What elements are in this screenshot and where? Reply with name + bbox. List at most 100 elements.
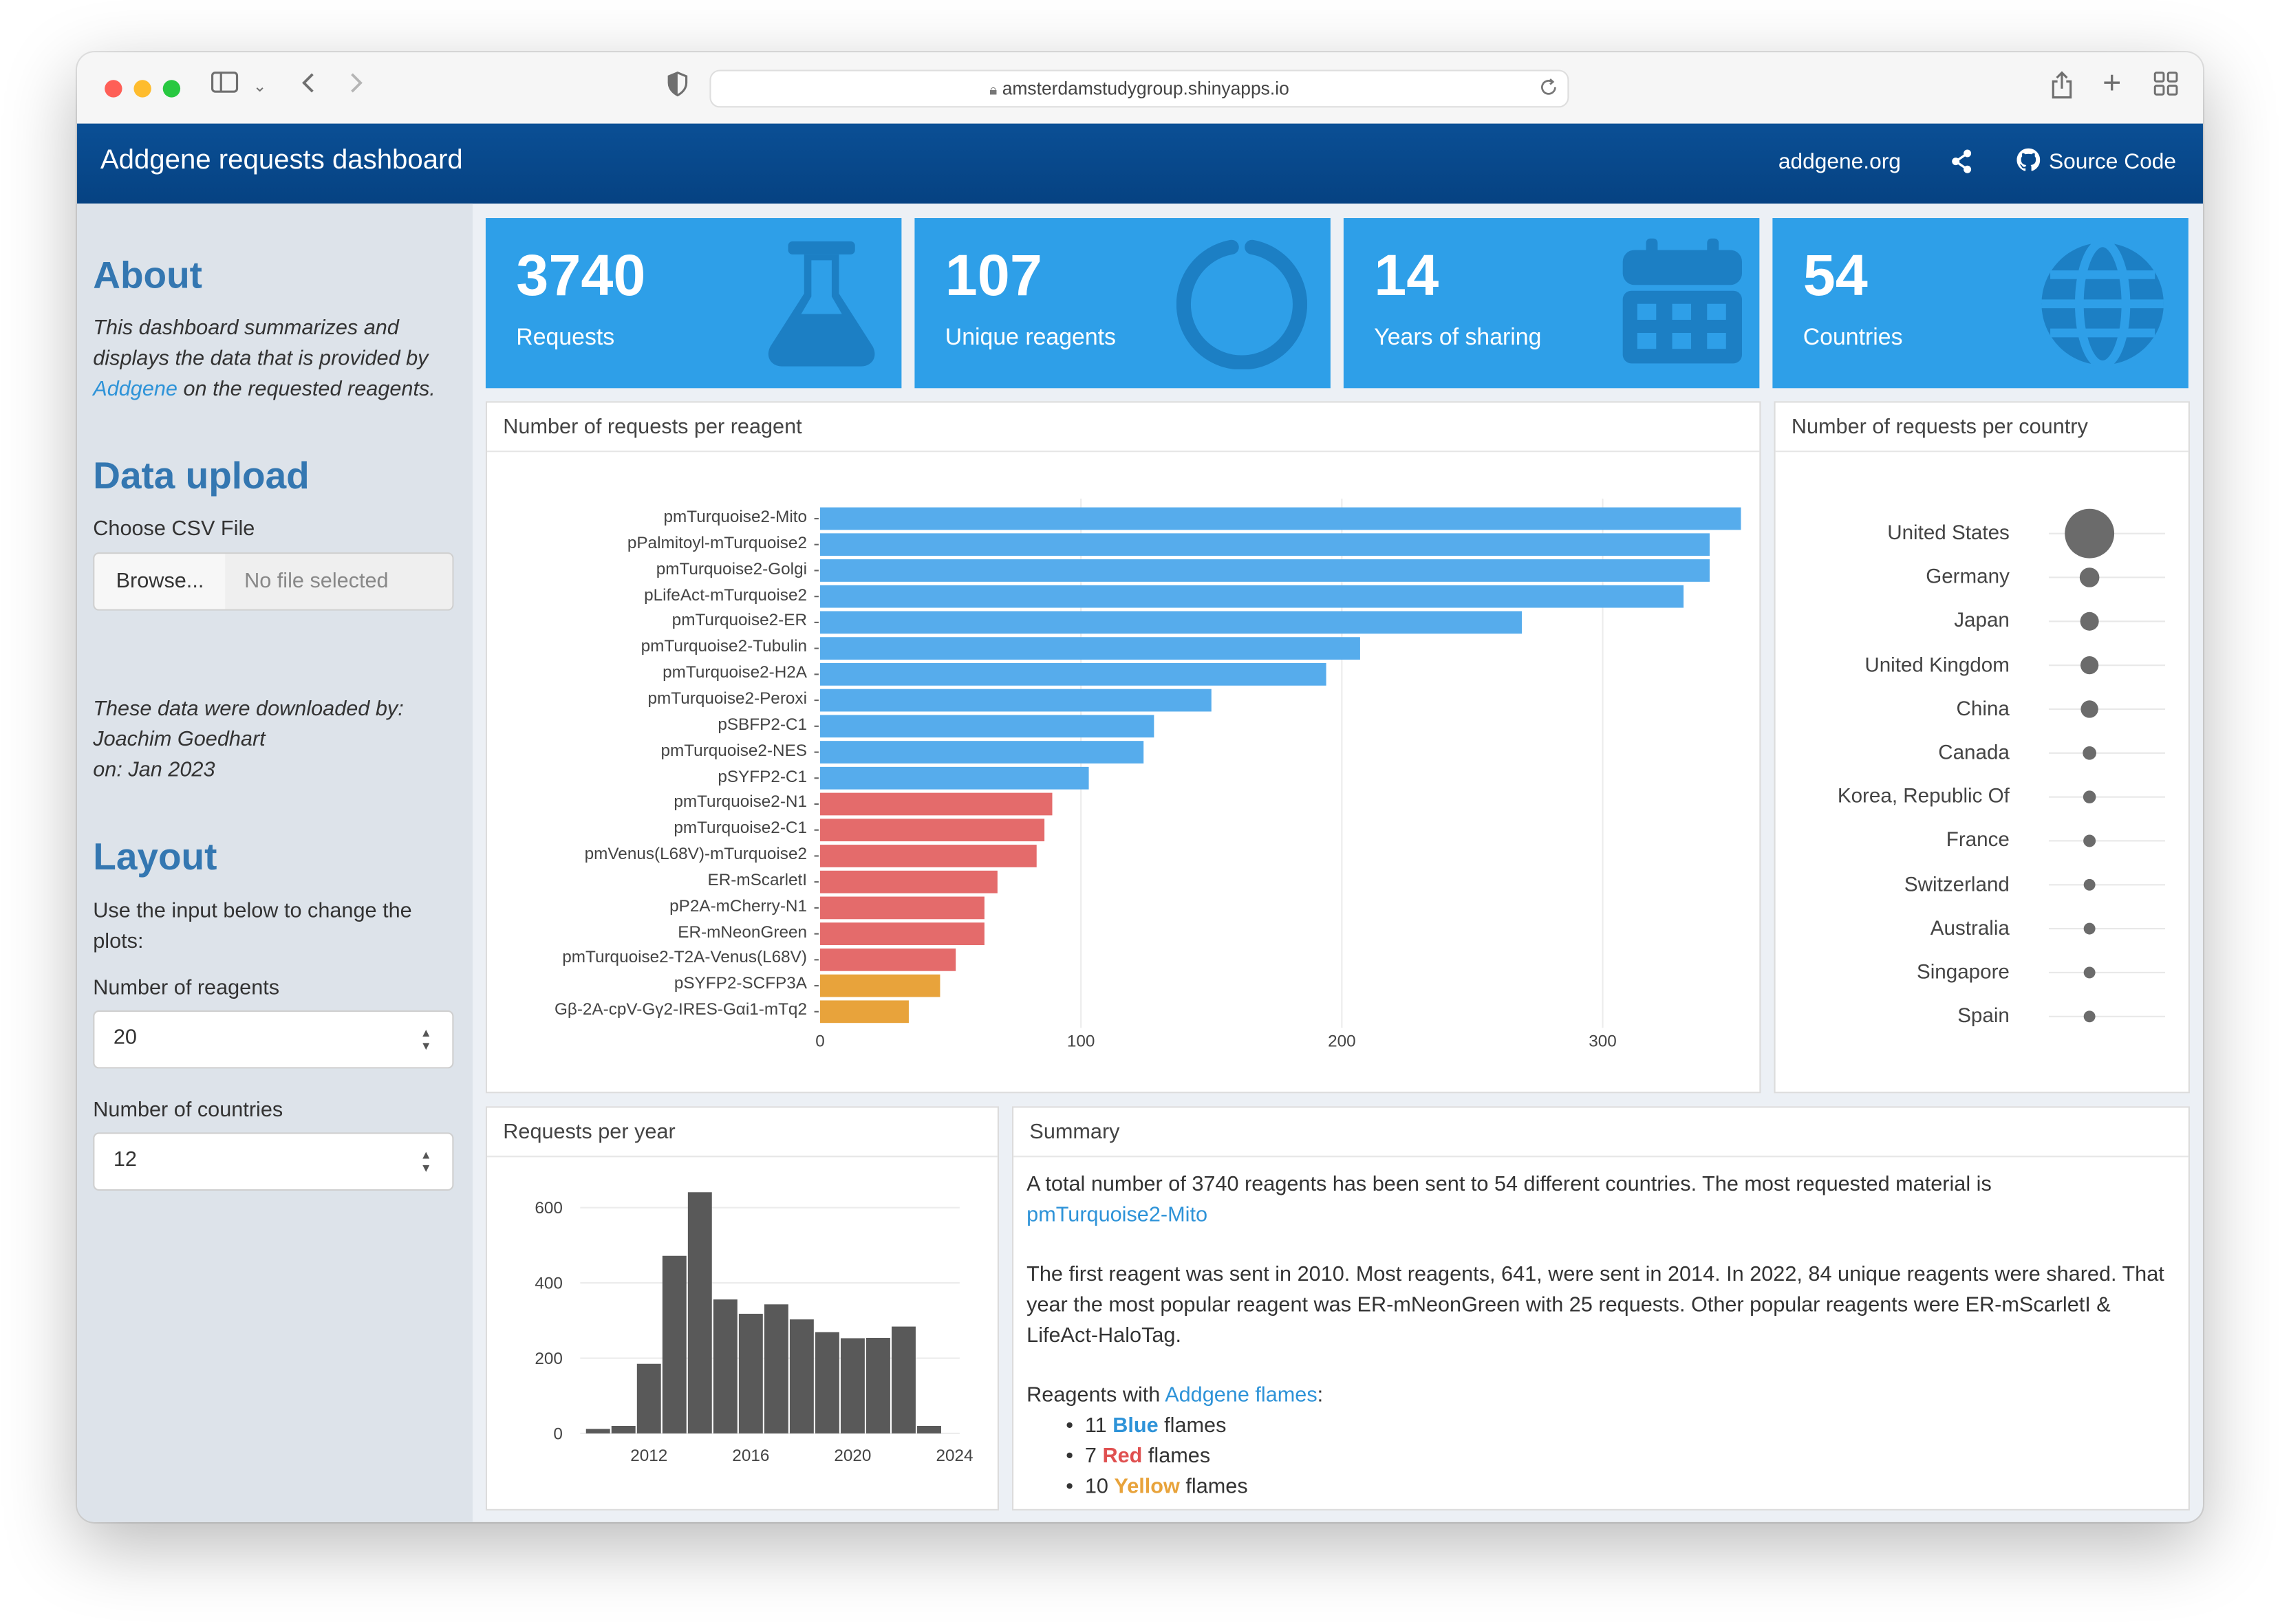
country-bubble [2083,790,2096,803]
reagent-bar [820,689,1212,712]
reagents-bar-chart: 0 100 200 300 [814,498,1741,1051]
reagent-bar [820,741,1144,764]
reagent-label: pmTurquoise2-Peroxi [647,690,808,708]
reagent-label: pSYFP2-C1 [718,768,808,786]
layout-heading: Layout [93,834,217,878]
reagent-bar [820,922,985,945]
chevron-down-icon[interactable]: ⌄ [252,78,267,96]
lock-icon: 🔒︎ [989,83,998,99]
reagent-bar [820,974,940,997]
country-bubble-chart [2048,508,2166,1023]
reagent-label: pmVenus(L68V)-mTurquoise2 [584,846,808,864]
list-item: • 7 Red flames [1066,1444,1211,1469]
reagent-label: Gβ-2A-cpV-Gγ2-IRES-Gαi1-mTq2 [554,1002,808,1019]
year-bar [892,1326,916,1433]
reagent-bar [820,819,1045,842]
y-tick-label: 0 [553,1425,563,1443]
country-panel: Number of requests per country United St… [1774,401,2190,1094]
addgene-about-link[interactable]: Addgene [93,378,178,402]
y-tick-label: 600 [535,1199,563,1217]
year-bar [840,1338,865,1433]
minimize-window-button[interactable] [133,80,151,98]
flame-suffix: flames [1164,1414,1227,1438]
circle-notch-icon [1176,239,1307,369]
stepper-arrows-icon[interactable]: ▲ ▼ [420,1026,432,1053]
reagent-label: ER-mNeonGreen [678,924,808,942]
unique-reagents-value: 107 [945,244,1042,309]
number-of-countries-input[interactable]: 12 ▲ ▼ [93,1132,454,1191]
address-bar[interactable]: 🔒︎ amsterdamstudygroup.shinyapps.io [709,69,1569,108]
share-network-icon[interactable] [1950,149,1973,180]
app-title: Addgene requests dashboard [100,145,463,176]
flames-intro-colon: : [1317,1384,1324,1407]
country-label: Australia [1930,916,2010,939]
summary-p1-text: A total number of 3740 reagents has been… [1026,1173,1992,1197]
tab-overview-icon[interactable] [2153,72,2178,105]
browse-button[interactable]: Browse... [94,554,227,609]
forward-icon[interactable] [347,72,365,103]
reagent-label: ER-mScarletI [707,871,808,890]
list-item: • 10 Yellow flames [1066,1475,1248,1500]
sidebar-toggle-icon[interactable] [211,72,239,103]
share-icon[interactable] [2050,71,2074,109]
layout-text: Use the input below to change the plots: [93,900,412,954]
x-tick-label: 2016 [732,1447,769,1465]
reagent-label: pmTurquoise2-NES [660,742,808,760]
flame-count: 7 [1084,1444,1097,1469]
country-bubble [2080,611,2099,631]
privacy-shield-icon[interactable] [666,71,689,107]
reagent-label: pmTurquoise2-Tubulin [641,638,808,656]
reagent-bar [820,637,1360,660]
reagent-label: pmTurquoise2-T2A-Venus(L68V) [562,950,808,968]
new-tab-icon[interactable]: + [2102,63,2122,100]
data-upload-heading: Data upload [93,453,310,497]
csv-file-input[interactable]: Browse... No file selected [93,552,454,611]
x-tick-label: 100 [1067,1032,1095,1051]
file-name-display: No file selected [225,554,453,609]
year-bar [738,1313,763,1433]
reagent-bar [820,1000,909,1024]
x-tick-label: 200 [1328,1032,1356,1051]
requests-value: 3740 [516,244,646,309]
reagent-bar [820,585,1684,608]
x-tick-label: 2012 [630,1447,667,1465]
zoom-window-button[interactable] [162,80,181,98]
reagents-panel-title: Number of requests per reagent [487,402,1760,453]
countries-value: 54 [1803,244,1868,309]
reagent-bar [820,559,1710,582]
flame-color-name: Blue [1112,1414,1159,1438]
addgene-flames-link[interactable]: Addgene flames [1165,1384,1318,1407]
addgene-link[interactable]: addgene.org [1778,149,1901,175]
reload-icon[interactable] [1538,77,1559,105]
reagent-bar [820,533,1710,556]
country-bubble [2065,508,2115,559]
choose-file-label: Choose CSV File [93,517,255,541]
y-tick-label: 400 [535,1275,563,1293]
about-text-pre: This dashboard summarizes and displays t… [93,316,429,371]
number-of-reagents-input[interactable]: 20 ▲ ▼ [93,1010,454,1069]
source-code-link[interactable]: Source Code [2048,149,2177,175]
requests-label: Requests [516,325,615,351]
downloaded-by-name: Joachim Goedhart [93,728,266,752]
reagent-bar [820,715,1154,738]
back-icon[interactable] [299,72,316,103]
country-bubble [2083,966,2096,979]
most-requested-link[interactable]: pmTurquoise2-Mito [1026,1203,1208,1227]
reagent-bar [820,611,1522,634]
number-of-countries-value: 12 [113,1148,137,1172]
country-bubble [2083,746,2096,760]
x-tick-label: 0 [815,1032,825,1051]
year-bar [815,1332,839,1433]
country-bubble [2080,700,2098,718]
year-bar [585,1429,610,1433]
flame-suffix: flames [1185,1475,1248,1500]
stepper-arrows-icon[interactable]: ▲ ▼ [420,1148,432,1175]
close-window-button[interactable] [105,80,122,98]
reagent-label: pSBFP2-C1 [718,716,808,734]
year-bar [662,1255,687,1433]
url-label: amsterdamstudygroup.shinyapps.io [1002,78,1289,99]
flame-color-name: Red [1102,1444,1143,1469]
github-icon[interactable] [2016,148,2041,177]
country-bubble [2083,834,2096,847]
year-panel: Requests per year 0 200 400 600 2012 2016 2020… [485,1106,999,1511]
